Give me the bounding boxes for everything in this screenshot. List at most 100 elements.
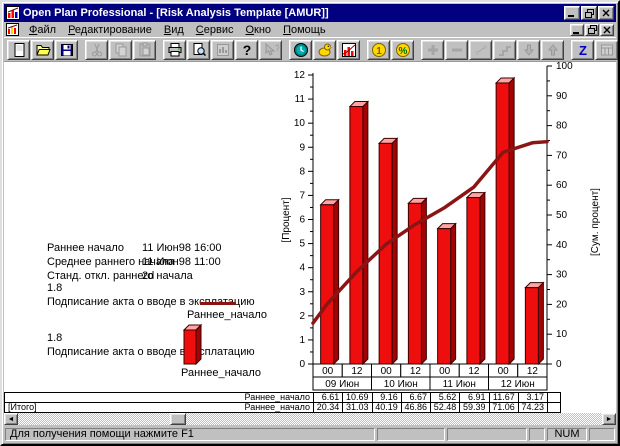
menu-window[interactable]: Окно [245, 23, 272, 36]
steps-icon [498, 46, 511, 56]
svg-text:00: 00 [439, 366, 451, 377]
menu-view[interactable]: Вид [163, 23, 184, 36]
print-preview-button[interactable] [187, 40, 210, 60]
update-chart-button [211, 40, 234, 60]
row-group-label: [Итого] [8, 403, 37, 412]
print-button[interactable] [163, 40, 186, 60]
legend-entry-line: 1.8 Подписание акта о вводе в эксплатаци… [47, 282, 255, 308]
clock-button[interactable] [289, 40, 312, 60]
legend-activity-id: 1.8 [47, 282, 63, 294]
table-row: Раннее_начало 6.61 10.69 9.16 6.67 5.62 6.91 11… [5, 393, 561, 403]
percent-icon: % [395, 43, 410, 57]
svg-text:12: 12 [410, 366, 422, 377]
child-close-button[interactable] [600, 23, 614, 36]
down-arrow-icon [523, 44, 534, 56]
svg-text:12 Июн: 12 Июн [501, 379, 535, 390]
svg-text:10 Июн: 10 Июн [384, 379, 418, 390]
svg-text:60: 60 [556, 180, 568, 191]
svg-text:50: 50 [556, 210, 568, 221]
minimize-button[interactable] [564, 6, 580, 20]
svg-text:20: 20 [556, 299, 568, 310]
risk-chart: 01234567891011120102030405060708090100[П… [281, 62, 601, 391]
duck-icon [318, 43, 333, 57]
status-panel-1 [377, 427, 445, 441]
new-document-button[interactable] [7, 40, 30, 60]
table-value-cell: 71.06 [489, 403, 519, 413]
svg-text:3: 3 [299, 287, 305, 298]
svg-text:12: 12 [468, 366, 480, 377]
legend-series-label: Раннее_начало [181, 367, 262, 379]
menu-help[interactable]: Помощь [283, 23, 326, 36]
scrollbar-track[interactable] [18, 413, 602, 425]
table-value-cell: 20.34 [314, 403, 344, 413]
paste-icon [139, 42, 150, 57]
table-empty-cell [548, 393, 561, 403]
legend-line-swatch [200, 302, 236, 305]
svg-text:[Сум. процент]: [Сум. процент] [590, 188, 601, 256]
svg-text:11: 11 [295, 94, 306, 105]
svg-text:0: 0 [556, 359, 562, 370]
context-help-button: ? [259, 40, 282, 60]
save-icon [60, 44, 73, 56]
restore-button[interactable] [581, 6, 597, 20]
stat-label: Среднее раннего начала [47, 256, 175, 268]
document-icon [6, 23, 19, 36]
scroll-right-button[interactable]: ► [602, 413, 616, 425]
svg-text:Z: Z [579, 43, 587, 58]
status-message: Для получения помощи нажмите F1 [5, 427, 375, 441]
status-num-indicator: NUM [547, 427, 587, 441]
svg-text:00: 00 [322, 366, 334, 377]
help-icon: ? [242, 42, 251, 58]
save-button[interactable] [55, 40, 78, 60]
svg-text:12: 12 [351, 366, 363, 377]
menu-edit[interactable]: Редактирование [68, 23, 152, 36]
svg-text:10: 10 [556, 329, 568, 340]
percent-button[interactable]: % [391, 40, 414, 60]
table-value-cell: 59.39 [460, 403, 490, 413]
sort-z-button[interactable]: Z [571, 40, 594, 60]
menu-file[interactable]: Файл [29, 23, 57, 36]
legend-activity-id: 1.8 [47, 332, 63, 344]
svg-text:70: 70 [556, 150, 568, 161]
row-series-label: Раннее_начало [244, 403, 311, 412]
svg-text:09 Июн: 09 Июн [325, 379, 359, 390]
child-restore-button[interactable] [585, 23, 599, 36]
close-button[interactable] [598, 6, 614, 20]
table-row-label: Раннее_начало [5, 393, 314, 403]
link-icon [474, 45, 487, 55]
stat-value: 11 Июн98 11:00 [142, 256, 221, 268]
print-icon [168, 43, 181, 57]
open-file-icon [35, 45, 51, 56]
stat-value: 11 Июн98 16:00 [142, 242, 222, 254]
new-document-icon [14, 43, 24, 57]
scrollbar-thumb[interactable] [170, 413, 186, 425]
cut-button [85, 40, 108, 60]
stat-label: Раннее начало [47, 242, 124, 254]
horizontal-scrollbar: ◄ ► [4, 413, 616, 425]
window-title: Open Plan Professional - [Risk Analysis … [23, 7, 329, 19]
risk-histogram-button[interactable] [337, 40, 360, 60]
menu-tools[interactable]: Сервис [195, 23, 234, 36]
svg-text:00: 00 [498, 366, 510, 377]
svg-text:00: 00 [381, 366, 393, 377]
table-row-label: [Итого] Раннее_начало [5, 403, 314, 413]
help-button[interactable]: ? [235, 40, 258, 60]
row-series-label: Раннее_начало [244, 393, 311, 402]
print-preview-icon [193, 43, 206, 57]
table-value-cell: 40.19 [372, 403, 402, 413]
coin-button[interactable]: 1 [367, 40, 390, 60]
svg-text:9: 9 [299, 142, 305, 153]
up-arrow-icon [547, 44, 558, 56]
svg-text:12: 12 [527, 366, 539, 377]
scroll-left-button[interactable]: ◄ [4, 413, 18, 425]
svg-text:40: 40 [556, 240, 568, 251]
open-file-button[interactable] [31, 40, 54, 60]
duck-button[interactable] [313, 40, 336, 60]
table-row: [Итого] Раннее_начало 20.34 31.03 40.19 46.86… [5, 403, 561, 413]
table-value-cell: 10.69 [343, 393, 373, 403]
table-value-cell: 11.67 [489, 393, 519, 403]
svg-text:?: ? [275, 43, 279, 53]
child-minimize-button[interactable] [570, 23, 584, 36]
copy-icon [115, 43, 126, 57]
svg-text:12: 12 [294, 70, 306, 81]
